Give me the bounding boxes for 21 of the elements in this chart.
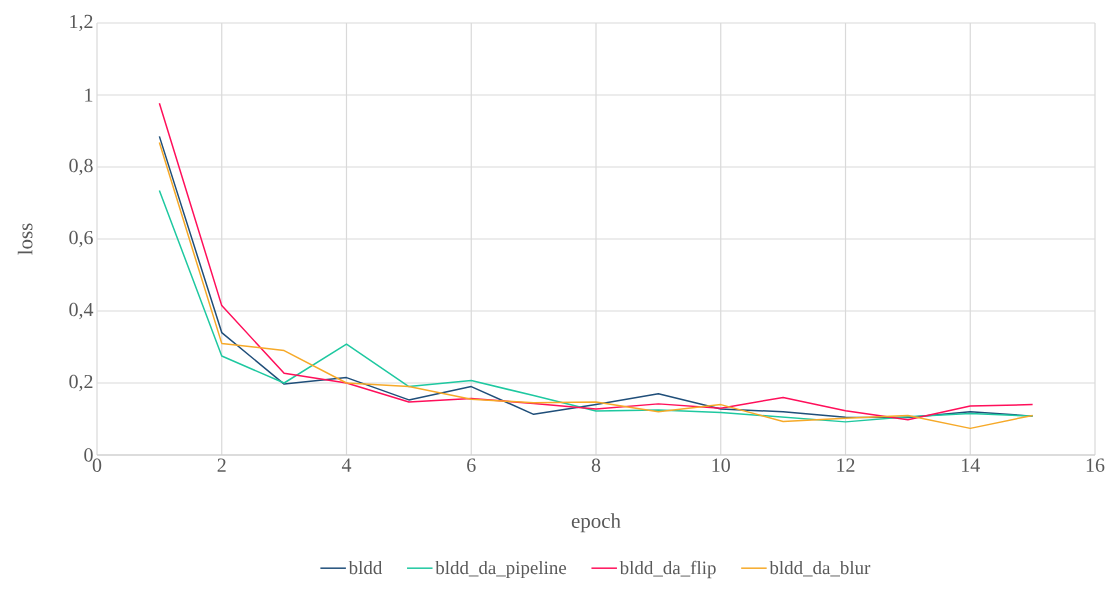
- y-tick-label: 0,6: [69, 230, 93, 248]
- legend-label: bldd: [348, 560, 383, 575]
- y-tick-label: 0,8: [69, 158, 93, 176]
- y-tick-label: 0: [84, 448, 93, 462]
- legend-label: bldd_da_blur: [769, 560, 871, 577]
- x-tick-label: 14: [962, 458, 980, 472]
- y-tick-label: 0,4: [69, 302, 94, 320]
- legend-label: bldd_da_pipeline: [435, 560, 567, 579]
- x-tick-label: 10: [712, 458, 730, 472]
- x-tick-label: 6: [467, 458, 476, 472]
- x-tick-label: 12: [837, 458, 855, 472]
- x-tick-label: 8: [591, 458, 601, 472]
- x-tick-label: 2: [217, 458, 226, 472]
- x-axis-title: epoch: [571, 513, 621, 533]
- y-tick-label: 0,2: [69, 374, 93, 392]
- y-tick-label: 1: [85, 88, 93, 102]
- x-tick-label: 16: [1086, 458, 1105, 472]
- x-tick-label: 4: [341, 458, 352, 472]
- legend-label: bldd_da_flip: [619, 560, 716, 579]
- y-axis-title: loss: [17, 223, 33, 255]
- y-tick-label: 1,2: [70, 14, 93, 32]
